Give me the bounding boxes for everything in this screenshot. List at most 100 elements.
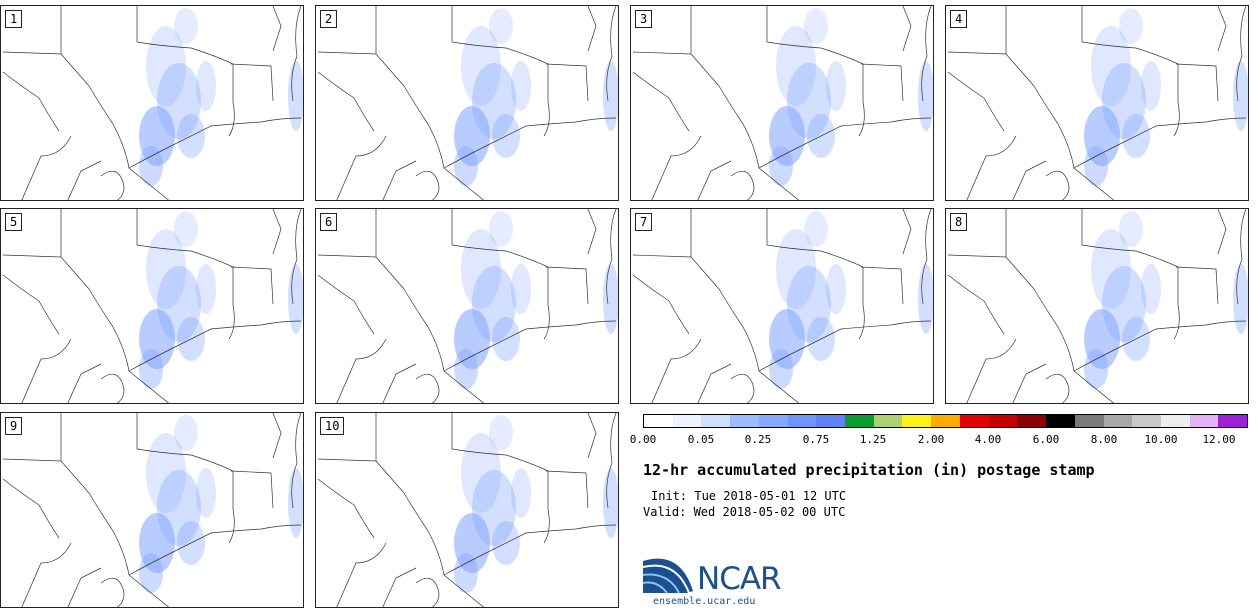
precip-area [472,470,516,546]
precip-area [139,513,175,573]
state-border [860,266,904,305]
member-label: 3 [635,10,653,28]
colorbar-tick: 6.00 [1032,433,1060,446]
state-border [67,363,102,403]
precip-area [1233,61,1248,131]
map-canvas [947,209,1248,403]
state-border [543,267,550,340]
state-border [443,524,617,576]
member-label: 10 [320,417,345,435]
state-border [443,117,617,169]
state-border [451,6,549,65]
state-border [543,64,550,137]
precip-area [1084,106,1120,166]
state-border [1173,64,1180,137]
state-border [947,71,1005,132]
state-border [758,117,932,169]
state-border [230,63,274,102]
state-border [697,160,732,200]
state-border [291,209,302,305]
colorbar-tick: 0.25 [744,433,772,446]
precip-area [489,8,513,44]
colorbar-swatch [1160,415,1190,427]
precip-colorbar [643,414,1248,428]
state-border [902,209,912,255]
state-border [545,470,589,509]
state-border [67,160,102,200]
colorbar-tick: 4.00 [974,433,1002,446]
colorbar-swatch [758,415,788,427]
precip-area [472,266,516,342]
state-border [228,471,235,544]
state-border [651,338,702,403]
state-border [317,478,375,539]
state-border [443,320,617,372]
precip-area [603,468,618,538]
state-border [375,256,485,403]
state-border [902,6,912,52]
colorbar-swatch [959,415,989,427]
state-border [382,363,417,403]
state-border [690,256,800,403]
colorbar-swatch [816,415,846,427]
precip-area [139,106,175,166]
colorbar-tick: 12.00 [1202,433,1236,446]
precip-area [511,264,531,314]
state-border [632,71,690,132]
state-border [858,267,865,340]
state-border [543,471,550,544]
precip-area [146,433,186,513]
map-canvas [632,6,933,200]
state-border [317,71,375,132]
state-border [136,413,234,472]
precip-area [1091,26,1131,106]
precip-area [769,309,805,369]
state-border [415,373,440,403]
state-border [2,478,60,539]
precip-area [1141,264,1161,314]
colorbar-swatch [1046,415,1075,427]
colorbar-swatch [873,415,903,427]
state-border [587,209,597,255]
state-border [1012,160,1047,200]
state-border [375,460,485,607]
member-map-4: 4 [945,5,1249,201]
state-border [136,6,234,65]
precip-area [1233,264,1248,334]
colorbar-swatch [1189,415,1219,427]
state-border [1045,170,1070,200]
precip-area [1102,266,1146,342]
plot-title: 12-hr accumulated precipitation (in) pos… [643,461,1095,479]
state-border [230,470,274,509]
colorbar-swatch [845,415,874,427]
state-border [947,274,1005,335]
colorbar-tick: 0.00 [629,433,657,446]
state-border [382,160,417,200]
precip-area [196,264,216,314]
precip-area [1119,8,1143,44]
precip-area [1141,61,1161,111]
state-border [128,524,302,576]
state-border [858,64,865,137]
member-map-10: 10 [315,412,619,608]
precip-area [603,264,618,334]
map-canvas [317,6,618,200]
colorbar-swatch [988,415,1018,427]
state-border [375,53,485,200]
colorbar-tick: 0.75 [802,433,830,446]
state-border [2,71,60,132]
member-map-9: 9 [0,412,304,608]
map-canvas [2,6,303,200]
state-border [606,6,617,102]
precip-area [769,146,793,186]
logo-wordmark: NCAR [697,561,782,597]
state-border [272,6,282,52]
state-border [1005,256,1115,403]
state-border [587,6,597,52]
precip-area [918,61,933,131]
init-time: Init: Tue 2018-05-01 12 UTC [651,489,847,503]
precip-area [139,309,175,369]
colorbar-swatch [787,415,817,427]
state-border [1012,363,1047,403]
precip-area [174,211,198,247]
